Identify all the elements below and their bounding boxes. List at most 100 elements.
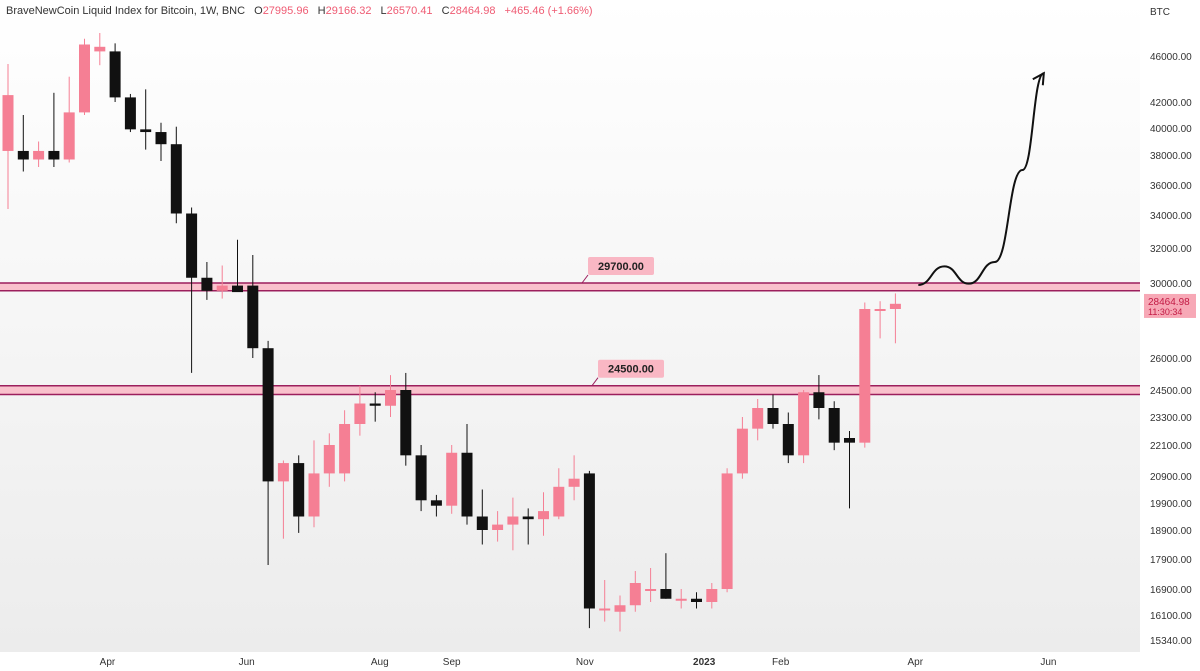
- candle-body: [400, 390, 412, 456]
- candle: [844, 431, 855, 509]
- ohlc-low-label: L: [380, 5, 387, 17]
- candle-body: [277, 463, 289, 482]
- candle-body: [522, 516, 534, 520]
- candle-body: [828, 408, 840, 443]
- candle-body: [752, 408, 764, 429]
- candle-body: [706, 589, 718, 602]
- candle-body: [17, 150, 29, 160]
- candle-body: [461, 452, 473, 517]
- candle-body: [48, 150, 60, 160]
- candle-body: [844, 438, 855, 443]
- candle-body: [369, 403, 381, 406]
- candle: [645, 568, 657, 602]
- projection-layer: [918, 71, 1045, 286]
- candle: [553, 468, 565, 520]
- time-tick-label: 2023: [693, 657, 716, 668]
- price-tick-label: 42000.00: [1150, 98, 1192, 109]
- ohlc-low-value: 26570.41: [386, 5, 433, 17]
- time-tick-label: Feb: [772, 657, 790, 668]
- candle: [522, 508, 534, 545]
- price-tick-label: 22100.00: [1150, 441, 1192, 452]
- price-tick-label: 26000.00: [1150, 354, 1192, 365]
- candle-body: [140, 129, 152, 133]
- last-price-tag: [1144, 293, 1196, 318]
- candle: [568, 455, 580, 501]
- projection-arrowhead: [1032, 71, 1045, 86]
- time-tick-label: Jun: [1040, 657, 1056, 668]
- candle-body: [339, 424, 351, 474]
- price-tick-label: 38000.00: [1150, 151, 1192, 162]
- candle: [33, 141, 45, 167]
- candle: [889, 293, 901, 344]
- candle-body: [614, 605, 626, 612]
- symbol-legend: BraveNewCoin Liquid Index for Bitcoin, 1…: [6, 5, 599, 17]
- plot-background: [0, 0, 1140, 652]
- candle-body: [323, 445, 335, 474]
- candle: [691, 592, 702, 609]
- candle-body: [629, 583, 641, 606]
- candle: [369, 392, 381, 422]
- price-change: +465.46 (+1.66%): [504, 5, 593, 17]
- candle-body: [94, 46, 106, 52]
- candle: [17, 115, 29, 172]
- candle: [293, 455, 305, 533]
- candle-body: [507, 516, 519, 525]
- candle-body: [859, 309, 871, 443]
- candle: [583, 470, 595, 629]
- candle: [140, 89, 152, 150]
- zones-layer: [0, 282, 1140, 396]
- candle: [216, 265, 228, 299]
- candle-body: [63, 112, 75, 160]
- price-tick-label: 16900.00: [1150, 585, 1192, 596]
- candle: [492, 511, 504, 542]
- candle: [232, 239, 243, 293]
- candle-body: [446, 452, 458, 506]
- candle: [79, 38, 90, 115]
- candle-body: [262, 348, 274, 482]
- candle-body: [201, 277, 213, 291]
- time-tick-label: Sep: [443, 657, 461, 668]
- candle-body: [2, 95, 14, 151]
- candle: [155, 122, 167, 161]
- candle-countdown: 11:30:34: [1148, 307, 1182, 317]
- candle-body: [430, 500, 442, 506]
- candle: [430, 494, 442, 517]
- candle-body: [492, 524, 504, 530]
- candle: [721, 468, 733, 593]
- candle: [63, 76, 75, 163]
- candle-body: [675, 598, 687, 601]
- candle: [308, 440, 320, 528]
- candle-body: [155, 132, 167, 145]
- candle-body: [813, 392, 825, 408]
- price-tick-label: 15340.00: [1150, 636, 1192, 647]
- candle-body: [553, 486, 565, 517]
- candle: [736, 417, 748, 479]
- price-tick-label: 19900.00: [1150, 499, 1192, 510]
- time-tick-label: Apr: [100, 657, 116, 668]
- candle: [94, 33, 106, 66]
- candle-body: [124, 97, 136, 130]
- candle-body: [186, 213, 198, 278]
- candle: [706, 583, 718, 609]
- candles-layer: [2, 33, 901, 632]
- currency-label: BTC: [1150, 7, 1170, 18]
- candle-body: [247, 285, 259, 349]
- ohlc-high-value: 29166.32: [325, 5, 372, 17]
- candle: [599, 580, 611, 622]
- candle: [48, 92, 60, 167]
- candle-body: [354, 403, 366, 424]
- candle-body: [33, 150, 45, 160]
- candle: [339, 410, 351, 482]
- candle: [859, 302, 871, 448]
- last-price-value: 28464.98: [1148, 297, 1190, 308]
- zone-label-box: [598, 359, 664, 378]
- ohlc-close-value: 28464.98: [449, 5, 496, 17]
- price-tick-label: 30000.00: [1150, 279, 1192, 290]
- price-tick-label: 18900.00: [1150, 526, 1192, 537]
- time-axis[interactable]: Apr Jun Aug Sep Nov 2023 Feb Apr Jun: [100, 657, 1057, 668]
- price-axis[interactable]: BTC 15340.00 16100.00 16900.00 17900.00 1890…: [1150, 7, 1192, 647]
- resistance-zone-2: [0, 385, 1140, 395]
